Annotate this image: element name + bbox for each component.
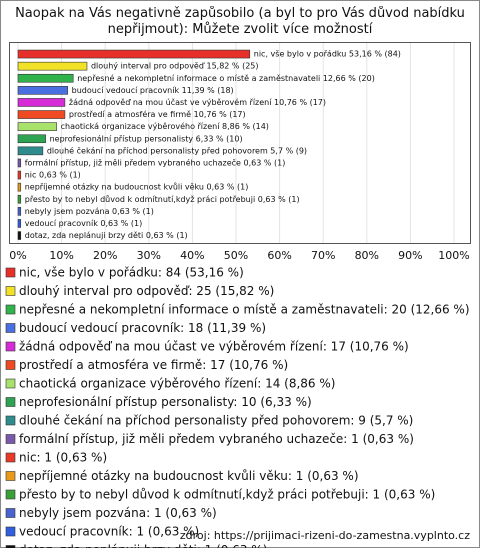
chart-title: Naopak na Vás negativně zapůsobilo (a by… bbox=[15, 6, 465, 37]
x-tick-label: 30% bbox=[137, 249, 161, 262]
bar bbox=[17, 219, 22, 228]
x-tick-label: 70% bbox=[311, 249, 335, 262]
legend-label: dlouhý interval pro odpověď: 25 (15,82 %… bbox=[19, 284, 274, 298]
legend-swatch bbox=[5, 434, 16, 444]
legend-swatch bbox=[5, 304, 16, 315]
x-tick-label: 50% bbox=[224, 249, 248, 262]
legend-swatch bbox=[5, 286, 16, 296]
legend-label: budoucí vedoucí pracovník: 18 (11,39 %) bbox=[19, 321, 266, 335]
legend-swatch bbox=[5, 471, 16, 481]
legend-label: nepříjemné otázky na budoucnost kvůli vě… bbox=[19, 469, 359, 483]
legend-swatch bbox=[5, 508, 16, 518]
bar-label: chaotická organizace výběrového řízení 8… bbox=[61, 121, 269, 131]
legend-label: žádná odpověď na mou účast ve výběrovém … bbox=[19, 340, 409, 354]
legend-swatch bbox=[5, 323, 16, 333]
legend-label: vedoucí pracovník: 1 (0,63 %) bbox=[19, 525, 199, 539]
bar bbox=[17, 158, 22, 168]
legend-label: nepřesné a nekompletní informace o místě… bbox=[19, 303, 470, 317]
x-tick-label: 10% bbox=[49, 249, 73, 262]
bar-label: formální přístup, již měli předem vybran… bbox=[25, 157, 286, 167]
bar bbox=[17, 207, 22, 216]
bar-label: neprofesionální přístup personalisty 6,3… bbox=[50, 134, 243, 143]
x-tick-label: 20% bbox=[93, 249, 117, 262]
bar bbox=[17, 61, 88, 71]
x-tick-label: 90% bbox=[398, 249, 422, 262]
bar bbox=[17, 134, 46, 144]
legend-swatch bbox=[5, 267, 16, 278]
legend-label: neprofesionální přístup personalisty: 10… bbox=[19, 395, 312, 409]
legend-label: formální přístup, již měli předem vybran… bbox=[19, 432, 414, 446]
bar bbox=[17, 170, 22, 180]
legend-label: dotaz, zda neplánuji brzy děti: 1 (0,63 … bbox=[19, 543, 267, 548]
bar-label: dlouhé čekání na příchod personalisty př… bbox=[47, 145, 307, 155]
legend-label: přesto by to nebyl důvod k odmítnutí,kdy… bbox=[19, 488, 435, 502]
bar-label: dotaz, zda neplánuji brzy děti 0,63 % (1… bbox=[25, 231, 188, 240]
legend-swatch bbox=[5, 489, 16, 500]
bar bbox=[17, 194, 22, 204]
legend-label: nic: 1 (0,63 %) bbox=[19, 451, 107, 465]
bar-label: nic 0,63 % (1) bbox=[25, 171, 81, 180]
legend-swatch bbox=[5, 378, 16, 389]
legend-label: nic, vše bylo v pořádku: 84 (53,16 %) bbox=[19, 266, 244, 280]
bar-label: přesto by to nebyl důvod k odmítnutí,kdy… bbox=[25, 194, 300, 204]
source: zdroj: https://prijimaci-rizeni-do-zames… bbox=[180, 529, 470, 542]
legend-swatch bbox=[5, 360, 16, 370]
title-box: Naopak na Vás negativně zapůsobilo (a by… bbox=[15, 6, 465, 37]
legend-label: chaotická organizace výběrového řízení: … bbox=[19, 377, 335, 391]
x-tick-label: 80% bbox=[355, 249, 379, 262]
bar-label: nic, vše bylo v pořádku 53,16 % (84) bbox=[254, 49, 401, 59]
bar-label: prostředí a atmosféra ve firmě 10,76 % (… bbox=[69, 109, 246, 119]
legend-swatch bbox=[5, 415, 16, 426]
x-tick-label: 100% bbox=[438, 249, 469, 262]
legend-swatch bbox=[5, 526, 16, 537]
bar bbox=[17, 146, 44, 156]
bar-label: nebyly jsem pozvána 0,63 % (1) bbox=[25, 207, 154, 216]
plot-area bbox=[9, 42, 471, 244]
bar-label: nepřesné a nekompletní informace o místě… bbox=[77, 73, 375, 83]
legend-swatch bbox=[5, 397, 16, 407]
bar-label: nepříjemné otázky na budoucnost kvůli vě… bbox=[25, 182, 249, 192]
legend-swatch bbox=[5, 341, 16, 352]
bar bbox=[17, 73, 74, 83]
bar bbox=[17, 122, 57, 131]
bar bbox=[17, 49, 251, 59]
bar bbox=[17, 110, 66, 119]
legend-label: prostředí a atmosféra ve firmě: 17 (10,7… bbox=[19, 358, 288, 372]
bar-label: žádná odpověď na mou účast ve výběrovém … bbox=[69, 97, 326, 107]
legend-label: nebyly jsem pozvána: 1 (0,63 %) bbox=[19, 506, 217, 520]
bar bbox=[17, 98, 66, 107]
x-tick-label: 0% bbox=[9, 249, 26, 262]
bar-label: vedoucí pracovník 0,63 % (1) bbox=[25, 219, 142, 228]
bar bbox=[17, 182, 22, 192]
bar-label: dlouhý interval pro odpověď 15,82 % (25) bbox=[91, 62, 259, 71]
legend-label: dlouhé čekání na příchod personalisty př… bbox=[19, 414, 413, 428]
x-tick-label: 40% bbox=[180, 249, 204, 262]
bar bbox=[17, 86, 68, 95]
bar bbox=[17, 231, 22, 240]
bar-label: budoucí vedoucí pracovník 11,39 % (18) bbox=[72, 86, 234, 95]
legend-swatch bbox=[5, 452, 16, 463]
x-tick-label: 60% bbox=[267, 249, 291, 262]
